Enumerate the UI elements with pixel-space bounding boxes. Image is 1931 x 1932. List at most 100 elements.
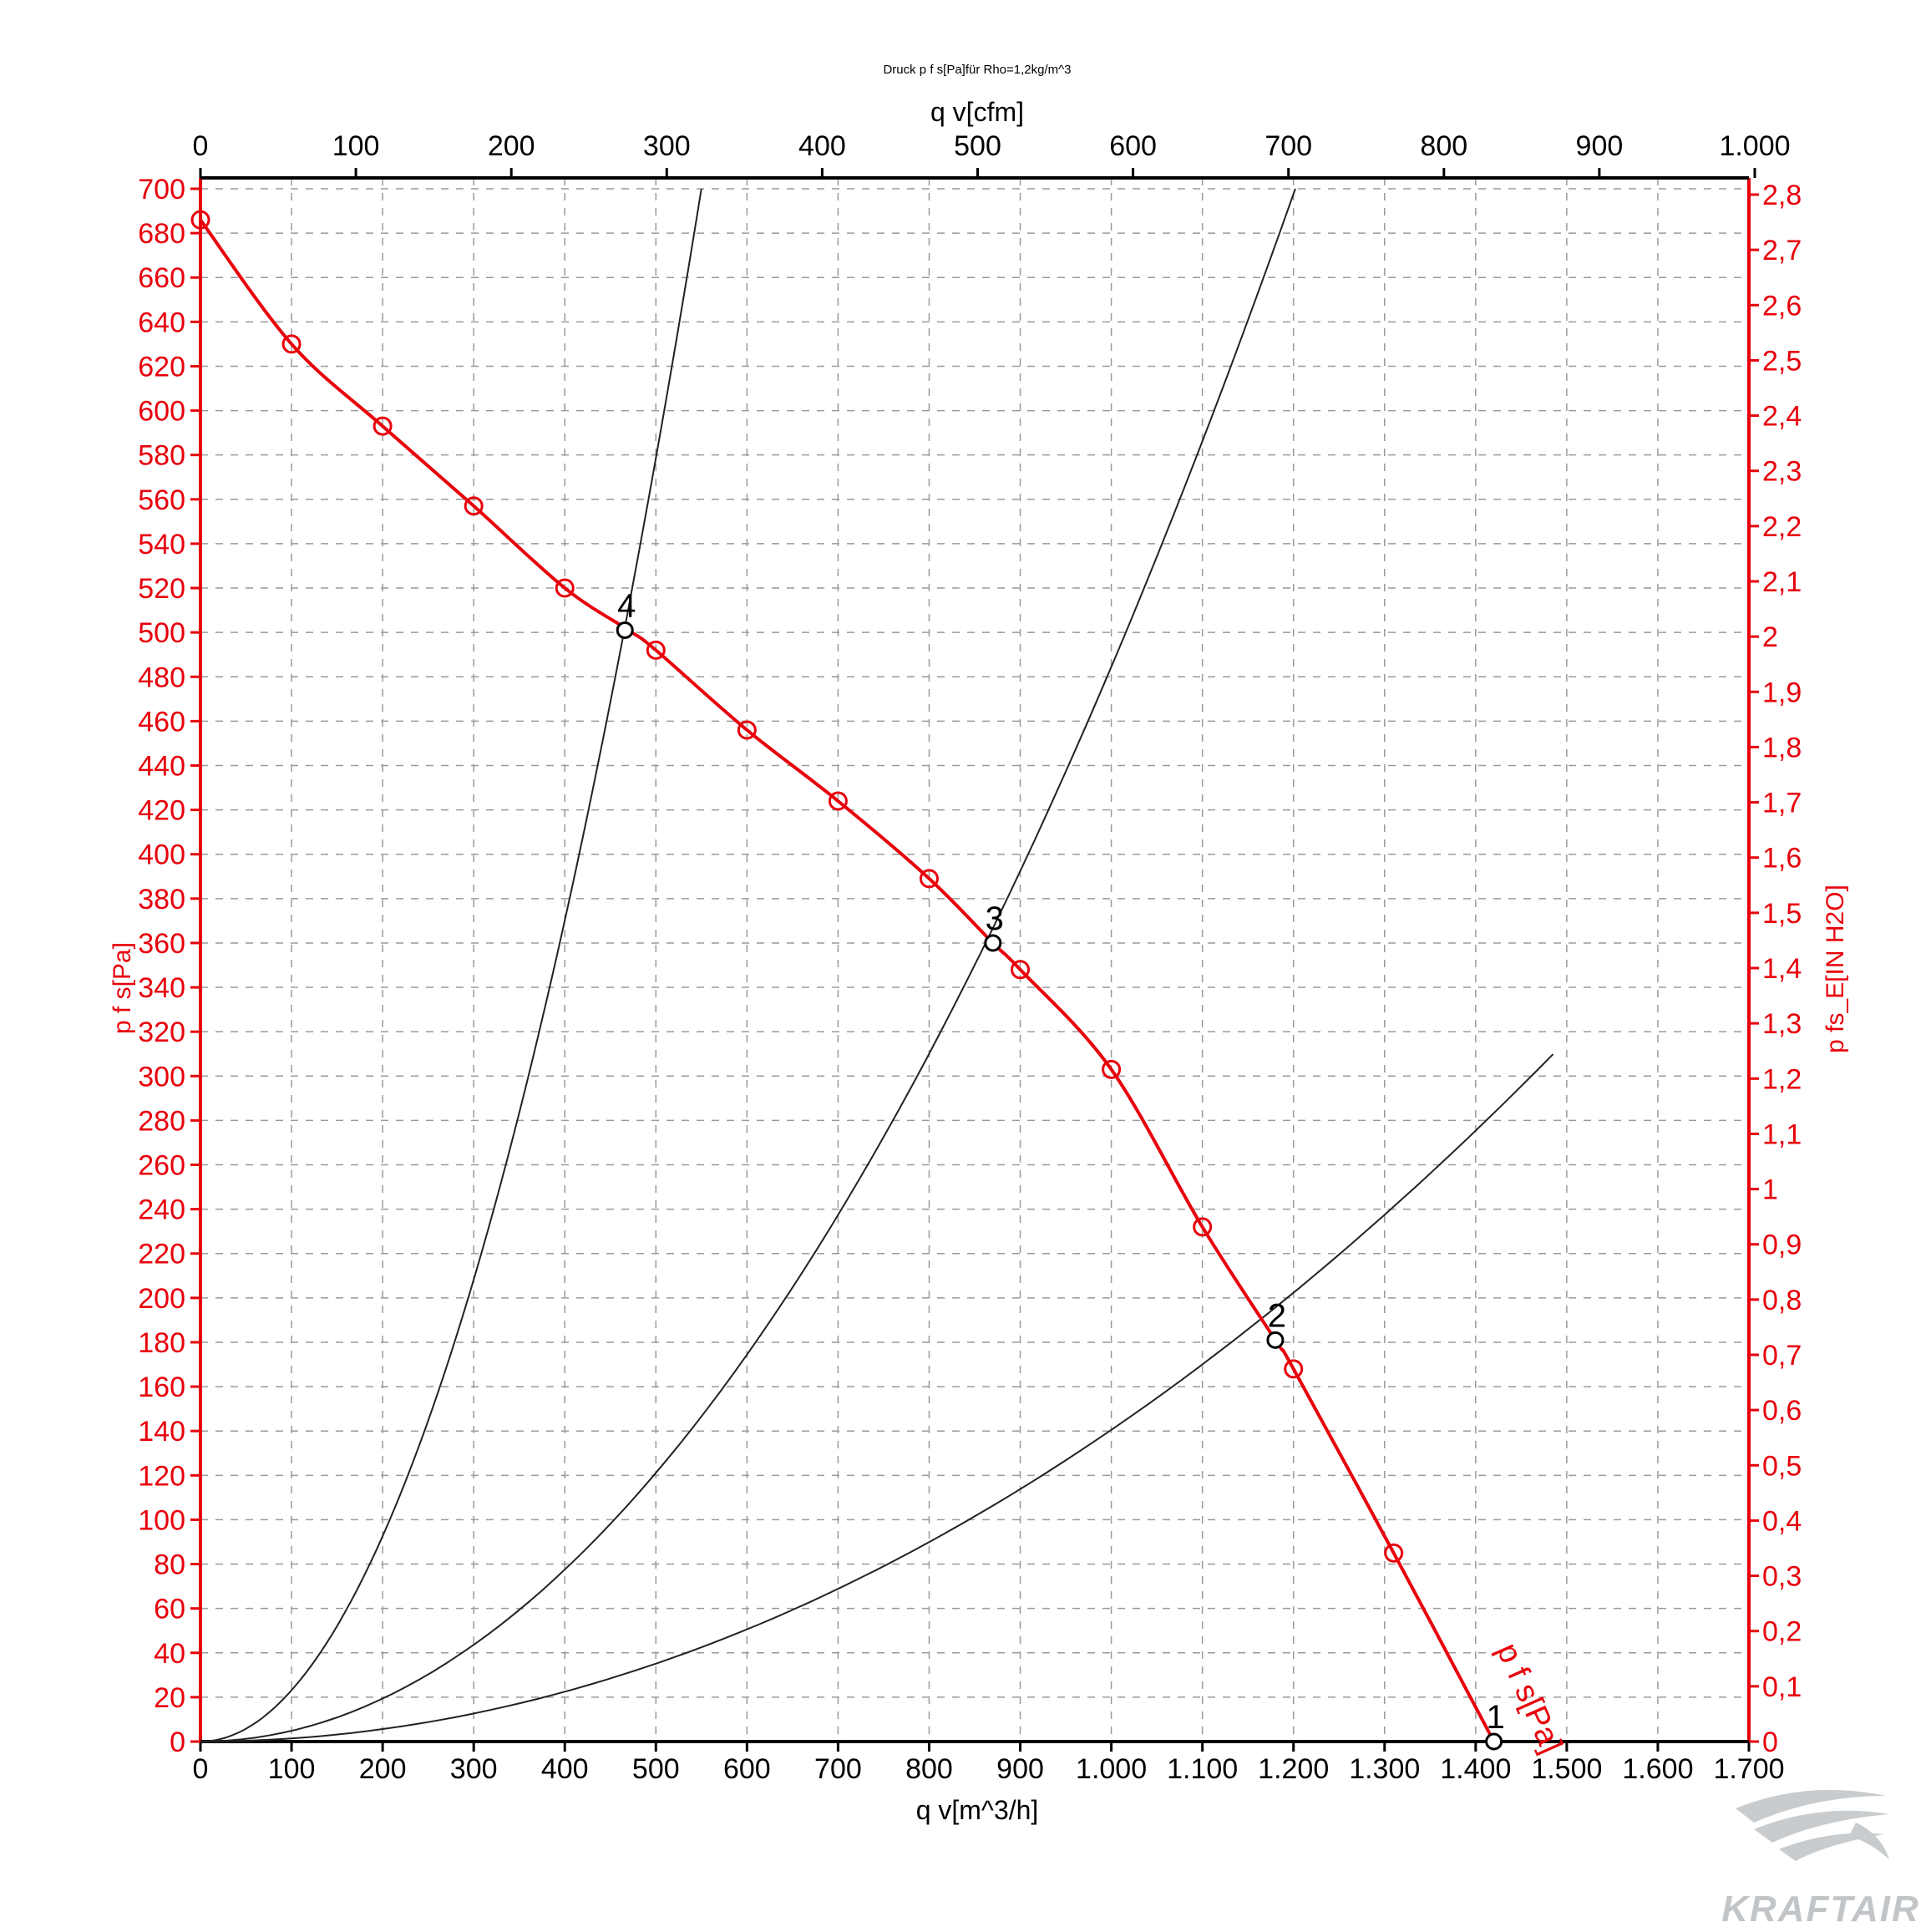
- operating-point-label: 2: [1268, 1297, 1286, 1334]
- x-top-tick-label: 1.000: [1719, 130, 1790, 162]
- y-left-tick-label: 220: [138, 1239, 185, 1270]
- series-layer: [190, 188, 1554, 1742]
- x-bottom-axis-title: q v[m^3/h]: [916, 1795, 1039, 1825]
- x-top-tick-label: 900: [1576, 130, 1624, 162]
- y-left-tick-label: 200: [138, 1283, 185, 1315]
- operating-point-label: 3: [986, 900, 1004, 937]
- x-bottom-tick-label: 900: [996, 1753, 1044, 1785]
- y-left-tick-label: 700: [138, 174, 185, 205]
- y-right-tick-label: 2,1: [1762, 566, 1802, 598]
- y-left-tick-label: 680: [138, 218, 185, 250]
- operating-point-label: 1: [1487, 1699, 1505, 1736]
- y-left-tick-label: 160: [138, 1372, 185, 1403]
- y-left-tick-label: 360: [138, 928, 185, 960]
- x-bottom-axis: 0 100 200 300 400 500 600 700 800 900 1.000 1.100 1.…: [193, 1742, 1785, 1785]
- y-right-tick-label: 2,8: [1762, 180, 1802, 211]
- x-bottom-tick-label: 1.500: [1531, 1753, 1602, 1785]
- y-right-tick-label: 1,4: [1762, 953, 1802, 985]
- y-left-tick-label: 440: [138, 750, 185, 782]
- y-right-tick-label: 1: [1762, 1174, 1778, 1206]
- system-curve: [200, 188, 702, 1742]
- system-curve: [200, 188, 1296, 1742]
- fan-curve-marker: [555, 578, 575, 598]
- fan-curve-marker: [373, 416, 393, 436]
- y-left-axis-title: p f s[Pa]: [109, 942, 136, 1034]
- fan-curve-marker: [1011, 960, 1031, 980]
- y-left-tick-label: 480: [138, 662, 185, 693]
- y-right-tick-label: 2,7: [1762, 235, 1802, 266]
- x-bottom-tick-label: 500: [632, 1753, 680, 1785]
- y-left-tick-label: 400: [138, 839, 185, 871]
- operating-point-marker: [616, 621, 634, 639]
- x-bottom-tick-label: 1.600: [1622, 1753, 1693, 1785]
- x-top-tick-label: 700: [1265, 130, 1312, 162]
- y-left-tick-label: 500: [138, 617, 185, 649]
- y-right-tick-label: 1,6: [1762, 843, 1802, 875]
- y-left-tick-label: 140: [138, 1416, 185, 1448]
- y-right-tick-label: 1,7: [1762, 788, 1802, 819]
- x-bottom-tick-label: 1.400: [1440, 1753, 1511, 1785]
- y-right-tick-label: 2: [1762, 621, 1778, 653]
- y-right-axis-title: p fs_E[IN H2O]: [1822, 885, 1849, 1053]
- y-right-tick-label: 2,4: [1762, 401, 1802, 433]
- fan-curve-marker: [1102, 1059, 1122, 1079]
- logo-text: KRAFTAIR: [1721, 1889, 1920, 1929]
- y-left-tick-label: 520: [138, 573, 185, 605]
- fan-curve-marker: [190, 210, 210, 230]
- x-bottom-tick-label: 1.300: [1349, 1753, 1420, 1785]
- fan-curve-marker: [464, 496, 484, 516]
- y-right-tick-label: 2,6: [1762, 290, 1802, 322]
- y-left-axis: 0 20 40 60 80 100 120 140 160 180 200 220 240 260 280 3…: [138, 174, 200, 1758]
- x-bottom-tick-label: 700: [814, 1753, 862, 1785]
- y-left-tick-label: 260: [138, 1150, 185, 1182]
- grid-lines: [200, 178, 1750, 1742]
- x-top-tick-label: 200: [488, 130, 535, 162]
- y-right-tick-label: 1,3: [1762, 1008, 1802, 1040]
- operating-point-label: 4: [617, 587, 636, 624]
- y-right-tick-label: 1,2: [1762, 1063, 1802, 1095]
- y-left-tick-label: 180: [138, 1327, 185, 1359]
- operating-point-marker: [1485, 1732, 1503, 1751]
- x-top-tick-label: 800: [1420, 130, 1467, 162]
- x-top-tick-label: 500: [954, 130, 1001, 162]
- x-bottom-tick-label: 600: [723, 1753, 771, 1785]
- x-top-tick-label: 0: [193, 130, 209, 162]
- fan-curve-marker: [828, 791, 848, 811]
- x-top-tick-label: 600: [1109, 130, 1157, 162]
- y-right-tick-label: 0: [1762, 1727, 1778, 1758]
- x-bottom-tick-label: 400: [541, 1753, 589, 1785]
- fan-curve-marker: [737, 720, 757, 740]
- y-left-tick-label: 240: [138, 1194, 185, 1226]
- y-left-tick-label: 60: [154, 1594, 185, 1625]
- kraftair-logo: KRAFTAIR: [1721, 1789, 1920, 1929]
- y-left-tick-label: 280: [138, 1105, 185, 1137]
- y-left-tick-label: 320: [138, 1017, 185, 1048]
- y-right-tick-label: 0,8: [1762, 1285, 1802, 1316]
- operating-point-marker: [1266, 1331, 1285, 1349]
- system-curve: [200, 1053, 1554, 1742]
- x-bottom-tick-label: 800: [905, 1753, 953, 1785]
- chart-caption: Druck p f s[Pa]für Rho=1,2kg/m^3: [883, 63, 1071, 77]
- x-top-tick-label: 400: [798, 130, 846, 162]
- y-right-axis: 0 0,1 0,2 0,3 0,4 0,5 0,6 0,7 0,8 0,9 1 1,1 1,2 1,3 1,…: [1749, 180, 1802, 1758]
- y-left-tick-label: 300: [138, 1061, 185, 1093]
- y-right-tick-label: 0,2: [1762, 1616, 1802, 1648]
- y-left-tick-label: 0: [170, 1727, 185, 1758]
- wing-icon: [1736, 1789, 1889, 1861]
- y-right-tick-label: 0,7: [1762, 1340, 1802, 1372]
- x-bottom-tick-label: 1.100: [1167, 1753, 1238, 1785]
- y-left-tick-label: 420: [138, 795, 185, 827]
- y-right-tick-label: 2,2: [1762, 511, 1802, 543]
- y-right-tick-label: 1,1: [1762, 1118, 1802, 1150]
- x-top-tick-label: 100: [332, 130, 380, 162]
- x-bottom-tick-label: 200: [359, 1753, 407, 1785]
- y-left-tick-label: 660: [138, 262, 185, 294]
- x-bottom-tick-label: 1.200: [1258, 1753, 1329, 1785]
- fan-curve-marker: [1193, 1217, 1213, 1237]
- y-left-tick-label: 120: [138, 1460, 185, 1492]
- y-left-tick-label: 100: [138, 1504, 185, 1536]
- x-top-axis: 0 100 200 300 400 500 600 700 800 900 1.000: [193, 130, 1791, 178]
- y-right-tick-label: 2,3: [1762, 456, 1802, 488]
- y-left-tick-label: 340: [138, 972, 185, 1004]
